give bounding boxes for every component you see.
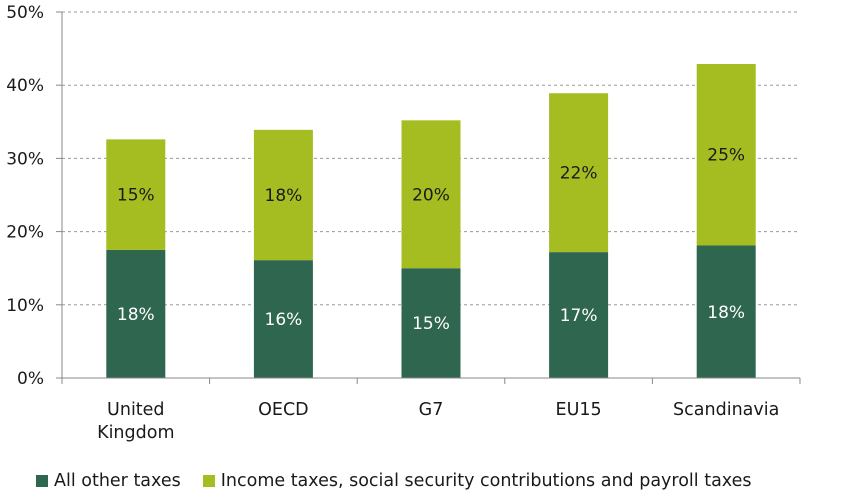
- bar-segment: [106, 249, 166, 378]
- bar-segment: [401, 268, 461, 378]
- x-tick-label: G7: [419, 400, 444, 420]
- y-tick-label: 0%: [17, 369, 44, 389]
- y-tick-label: 10%: [6, 296, 44, 316]
- y-tick-label: 40%: [6, 76, 44, 96]
- y-tick-label: 50%: [6, 3, 44, 23]
- bar-segment: [401, 120, 461, 269]
- legend-item-income-taxes: Income taxes, social security contributi…: [202, 471, 752, 491]
- bar-segment: [106, 139, 166, 250]
- legend-item-all-other-taxes: All other taxes: [36, 471, 181, 491]
- bar-segment: [253, 260, 313, 378]
- x-tick-label: Kingdom: [97, 423, 174, 443]
- legend-label-income-taxes: Income taxes, social security contributi…: [220, 471, 752, 491]
- data-label: 15%: [117, 186, 155, 206]
- stacked-bar-chart: 0% 10% 20% 30% 40% 50% 18% 15% 16% 18% 15% 20% 17% 2…: [6, 3, 801, 443]
- data-label: 25%: [707, 146, 745, 166]
- data-label: 18%: [265, 186, 303, 206]
- axes: [61, 12, 800, 384]
- x-tick-label: EU15: [556, 400, 602, 420]
- y-axis-ticks: 0% 10% 20% 30% 40% 50%: [6, 3, 62, 389]
- bar-segment: [549, 93, 609, 253]
- x-tick-label: OECD: [258, 400, 309, 420]
- bar-segment: [696, 63, 756, 246]
- data-label: 22%: [560, 164, 598, 184]
- bar-segment: [253, 129, 313, 261]
- data-label: 15%: [412, 314, 450, 334]
- data-label: 18%: [117, 305, 155, 325]
- y-tick-label: 30%: [6, 149, 44, 169]
- data-label: 17%: [560, 306, 598, 326]
- x-tick-label: United: [107, 400, 165, 420]
- bar-segment: [549, 252, 609, 378]
- legend-swatch-all-other-taxes: [36, 475, 48, 487]
- legend-swatch-income-taxes: [202, 475, 215, 487]
- data-label: 20%: [412, 185, 450, 205]
- y-tick-label: 20%: [6, 223, 44, 243]
- bars: 18% 15% 16% 18% 15% 20% 17% 22% 18% 25%: [106, 63, 756, 378]
- bar-segment: [696, 245, 756, 378]
- legend-label-all-other-taxes: All other taxes: [54, 471, 181, 491]
- x-tick-label: Scandinavia: [673, 400, 779, 420]
- data-label: 18%: [707, 303, 745, 323]
- legend: All other taxes Income taxes, social sec…: [36, 471, 774, 491]
- x-axis-ticks: United Kingdom OECD G7 EU15 Scandinavia: [97, 378, 801, 443]
- data-label: 16%: [265, 310, 303, 330]
